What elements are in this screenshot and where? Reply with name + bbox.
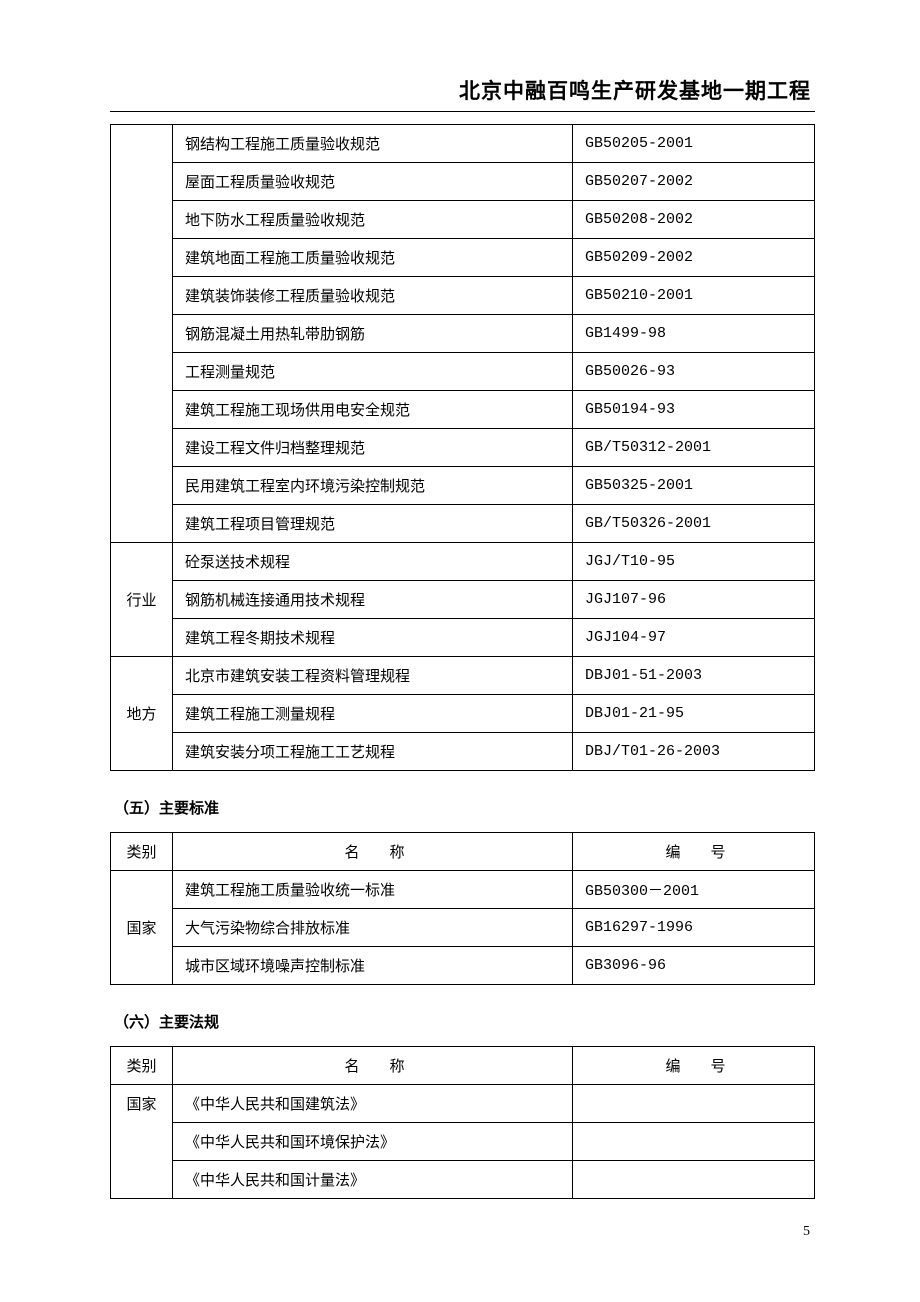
table-row: 地下防水工程质量验收规范GB50208-2002 (111, 201, 815, 239)
table-header-row: 类别 名 称 编 号 (111, 833, 815, 871)
page-number: 5 (803, 1224, 810, 1240)
standard-name: 大气污染物综合排放标准 (173, 909, 573, 947)
table-row: 建筑工程项目管理规范GB/T50326-2001 (111, 505, 815, 543)
standard-name: 建筑工程施工质量验收统一标准 (173, 871, 573, 909)
category-cell-national: 国家 (111, 1085, 173, 1199)
standard-name: 建筑地面工程施工质量验收规范 (173, 239, 573, 277)
category-cell-industry: 行业 (111, 543, 173, 657)
standard-code: GB50194-93 (573, 391, 815, 429)
table-row: 大气污染物综合排放标准GB16297-1996 (111, 909, 815, 947)
table-row: 建筑装饰装修工程质量验收规范GB50210-2001 (111, 277, 815, 315)
section5-heading: （五）主要标准 (114, 797, 815, 818)
section6-heading: （六）主要法规 (114, 1011, 815, 1032)
table-row: 国家 《中华人民共和国建筑法》 (111, 1085, 815, 1123)
standard-code: GB/T50312-2001 (573, 429, 815, 467)
table-row: 钢筋混凝土用热轧带肋钢筋GB1499-98 (111, 315, 815, 353)
standard-code: DBJ01-21-95 (573, 695, 815, 733)
standard-code: GB50210-2001 (573, 277, 815, 315)
regulation-code (573, 1161, 815, 1199)
page-header-title: 北京中融百鸣生产研发基地一期工程 (110, 75, 815, 112)
standard-name: 建筑工程冬期技术规程 (173, 619, 573, 657)
standard-name: 建筑工程施工测量规程 (173, 695, 573, 733)
standard-name: 建筑工程项目管理规范 (173, 505, 573, 543)
col-header-code: 编 号 (573, 833, 815, 871)
regulation-name: 《中华人民共和国计量法》 (173, 1161, 573, 1199)
category-cell-national: 国家 (111, 871, 173, 985)
standard-name: 钢筋机械连接通用技术规程 (173, 581, 573, 619)
category-cell-local: 地方 (111, 657, 173, 771)
standard-name: 屋面工程质量验收规范 (173, 163, 573, 201)
standard-name: 建筑安装分项工程施工工艺规程 (173, 733, 573, 771)
standard-code: GB3096-96 (573, 947, 815, 985)
standard-code: DBJ/T01-26-2003 (573, 733, 815, 771)
standard-name: 建筑工程施工现场供用电安全规范 (173, 391, 573, 429)
table-row: 地方 北京市建筑安装工程资料管理规程 DBJ01-51-2003 (111, 657, 815, 695)
standard-name: 建设工程文件归档整理规范 (173, 429, 573, 467)
standard-name: 工程测量规范 (173, 353, 573, 391)
standard-name: 建筑装饰装修工程质量验收规范 (173, 277, 573, 315)
standard-name: 钢筋混凝土用热轧带肋钢筋 (173, 315, 573, 353)
table-row: 建筑安装分项工程施工工艺规程DBJ/T01-26-2003 (111, 733, 815, 771)
standard-code: GB50325-2001 (573, 467, 815, 505)
table-row: 《中华人民共和国计量法》 (111, 1161, 815, 1199)
table-row: 屋面工程质量验收规范GB50207-2002 (111, 163, 815, 201)
regulation-name: 《中华人民共和国建筑法》 (173, 1085, 573, 1123)
col-header-code: 编 号 (573, 1047, 815, 1085)
table-row: 《中华人民共和国环境保护法》 (111, 1123, 815, 1161)
table-row: 民用建筑工程室内环境污染控制规范GB50325-2001 (111, 467, 815, 505)
standard-code: GB50208-2002 (573, 201, 815, 239)
regulation-name: 《中华人民共和国环境保护法》 (173, 1123, 573, 1161)
section5-table: 类别 名 称 编 号 国家 建筑工程施工质量验收统一标准 GB50300－200… (110, 832, 815, 985)
col-header-category: 类别 (111, 1047, 173, 1085)
regulation-code (573, 1085, 815, 1123)
standard-name: 砼泵送技术规程 (173, 543, 573, 581)
standard-name: 城市区域环境噪声控制标准 (173, 947, 573, 985)
standard-name: 民用建筑工程室内环境污染控制规范 (173, 467, 573, 505)
table-row: 钢筋机械连接通用技术规程JGJ107-96 (111, 581, 815, 619)
standard-code: JGJ107-96 (573, 581, 815, 619)
standard-code: GB50205-2001 (573, 125, 815, 163)
table-row: 工程测量规范GB50026-93 (111, 353, 815, 391)
table-row: 城市区域环境噪声控制标准GB3096-96 (111, 947, 815, 985)
table-row: 建筑工程冬期技术规程JGJ104-97 (111, 619, 815, 657)
col-header-name: 名 称 (173, 833, 573, 871)
standard-code: GB50026-93 (573, 353, 815, 391)
standard-code: GB50209-2002 (573, 239, 815, 277)
category-cell-blank (111, 125, 173, 543)
standard-name: 地下防水工程质量验收规范 (173, 201, 573, 239)
standard-code: GB50300－2001 (573, 871, 815, 909)
col-header-category: 类别 (111, 833, 173, 871)
standard-name: 钢结构工程施工质量验收规范 (173, 125, 573, 163)
table-row: 钢结构工程施工质量验收规范 GB50205-2001 (111, 125, 815, 163)
table-header-row: 类别 名 称 编 号 (111, 1047, 815, 1085)
table-row: 建筑工程施工现场供用电安全规范GB50194-93 (111, 391, 815, 429)
table-row: 建筑工程施工测量规程DBJ01-21-95 (111, 695, 815, 733)
standards-table-continued: 钢结构工程施工质量验收规范 GB50205-2001 屋面工程质量验收规范GB5… (110, 124, 815, 771)
standard-code: JGJ104-97 (573, 619, 815, 657)
standard-code: JGJ/T10-95 (573, 543, 815, 581)
standard-code: GB1499-98 (573, 315, 815, 353)
table-row: 建设工程文件归档整理规范GB/T50312-2001 (111, 429, 815, 467)
table-row: 行业 砼泵送技术规程 JGJ/T10-95 (111, 543, 815, 581)
regulation-code (573, 1123, 815, 1161)
section6-table: 类别 名 称 编 号 国家 《中华人民共和国建筑法》 《中华人民共和国环境保护法… (110, 1046, 815, 1199)
standard-code: GB16297-1996 (573, 909, 815, 947)
standard-code: GB50207-2002 (573, 163, 815, 201)
standard-code: DBJ01-51-2003 (573, 657, 815, 695)
standard-code: GB/T50326-2001 (573, 505, 815, 543)
table-row: 国家 建筑工程施工质量验收统一标准 GB50300－2001 (111, 871, 815, 909)
standard-name: 北京市建筑安装工程资料管理规程 (173, 657, 573, 695)
col-header-name: 名 称 (173, 1047, 573, 1085)
table-row: 建筑地面工程施工质量验收规范GB50209-2002 (111, 239, 815, 277)
